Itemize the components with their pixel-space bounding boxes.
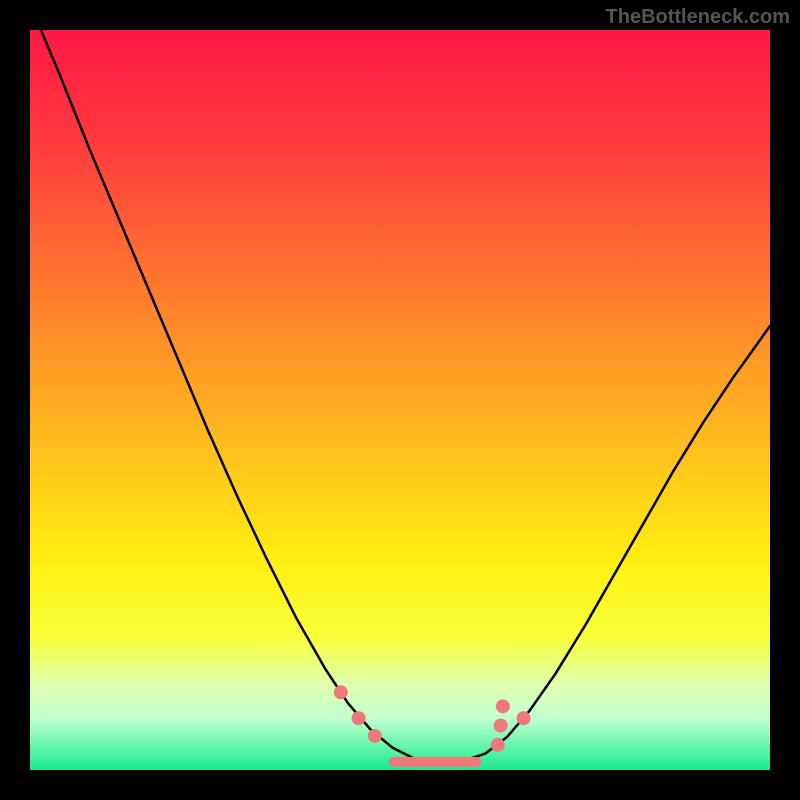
marker-bottom-band bbox=[389, 757, 482, 767]
marker-dot bbox=[491, 738, 505, 752]
plot-area bbox=[30, 30, 770, 770]
marker-dot bbox=[352, 711, 366, 725]
marker-dot bbox=[334, 685, 348, 699]
watermark-text: TheBottleneck.com bbox=[606, 6, 790, 29]
marker-dot bbox=[496, 699, 510, 713]
chart-container: TheBottleneck.com bbox=[0, 0, 800, 800]
marker-dot bbox=[517, 711, 531, 725]
marker-dot bbox=[494, 719, 508, 733]
marker-dot bbox=[368, 729, 382, 743]
gradient-background bbox=[30, 30, 770, 770]
chart-svg bbox=[30, 30, 770, 770]
